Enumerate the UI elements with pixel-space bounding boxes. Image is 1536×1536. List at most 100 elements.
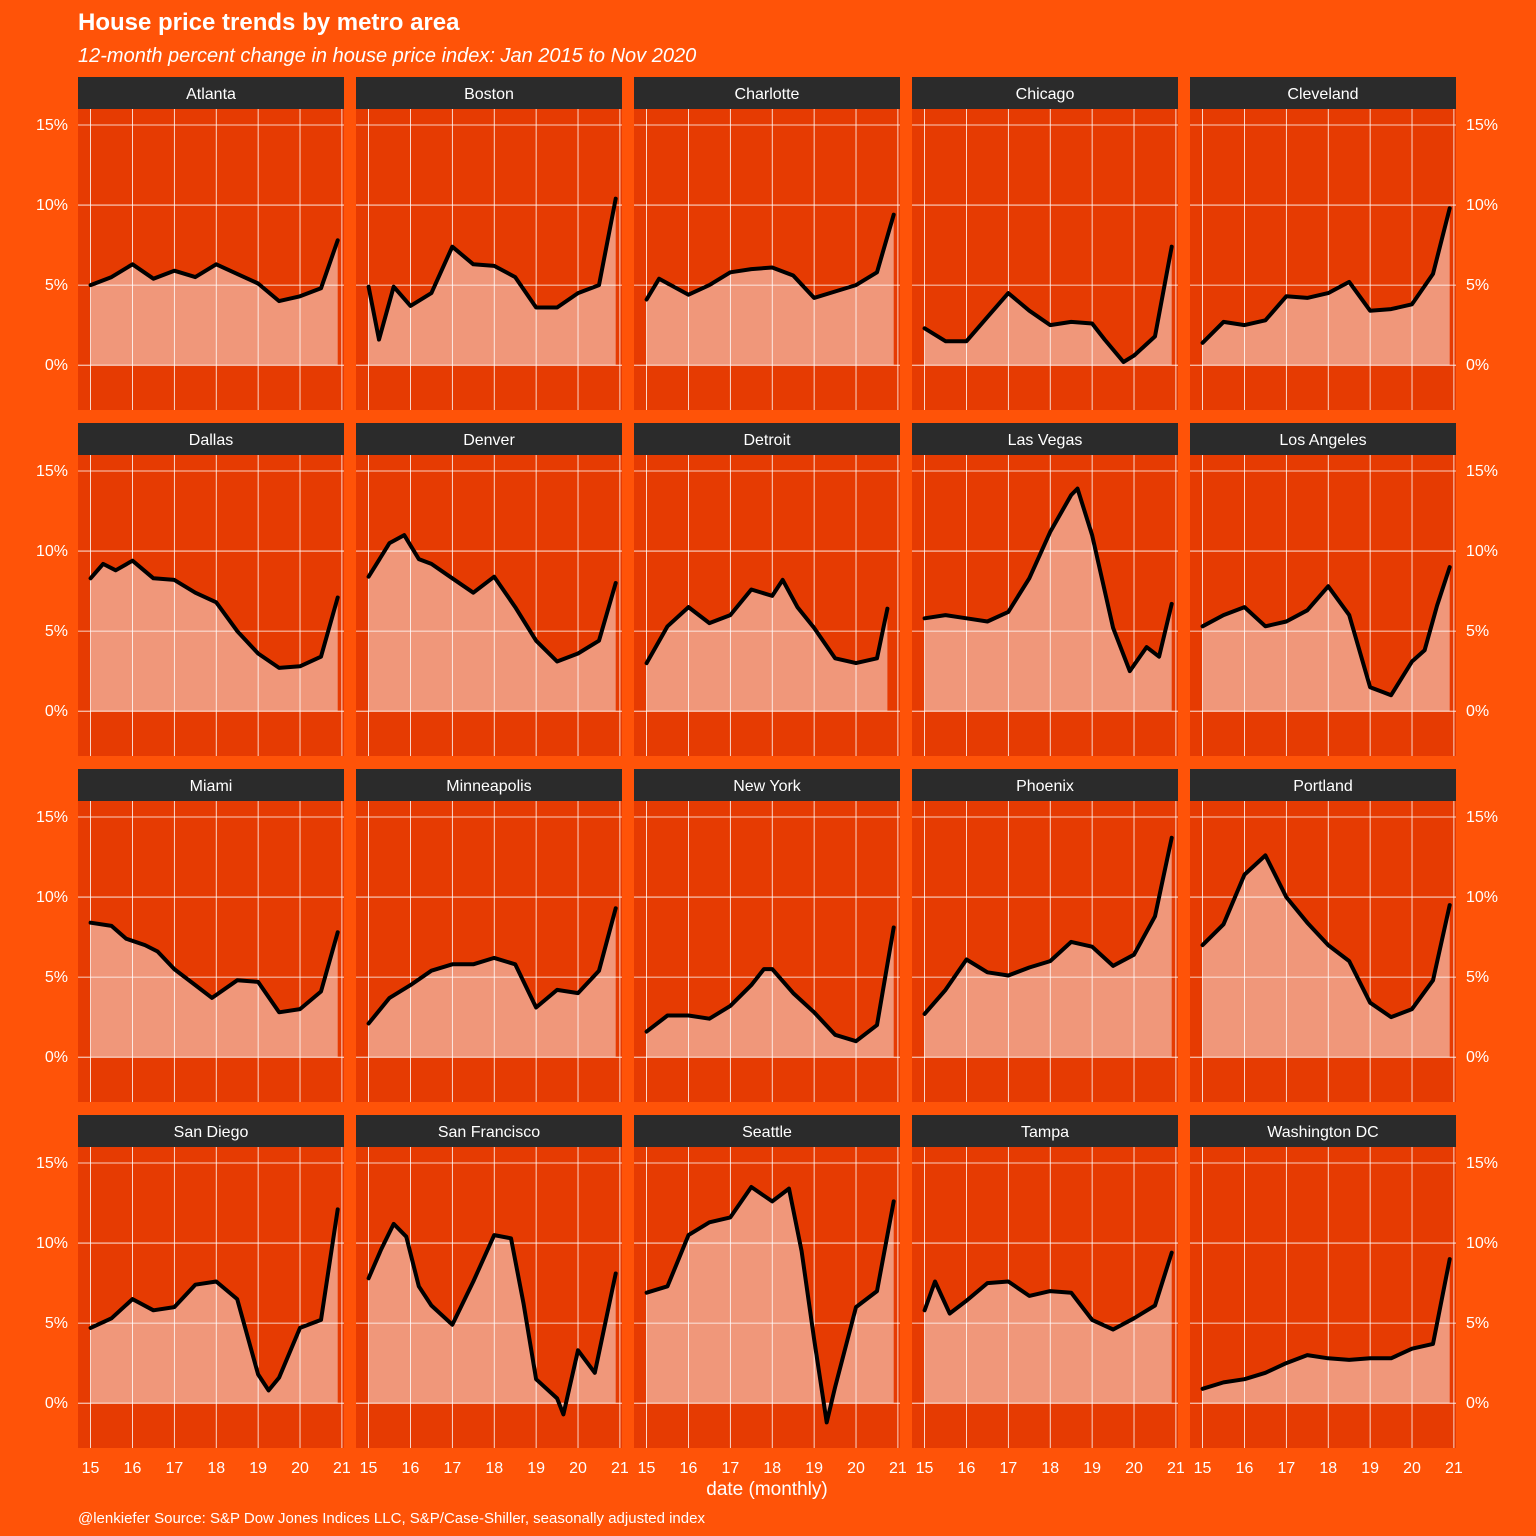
x-tick-label: 21 — [1445, 1460, 1463, 1477]
x-tick-label: 17 — [1277, 1460, 1295, 1477]
x-tick-label: 20 — [847, 1460, 865, 1477]
strip-minneapolis — [356, 769, 622, 801]
strip-san-diego — [78, 1115, 344, 1147]
panel-san-diego: San Diego 0% 5% 10% 15% 15 16 17 18 19 20 21 — [36, 1115, 351, 1477]
strip-miami — [78, 769, 344, 801]
series-line-charlotte — [644, 212, 896, 302]
x-tick-label: 17 — [721, 1460, 739, 1477]
panel-seattle: Seattle 15 16 17 18 19 20 21 — [634, 1115, 907, 1477]
strip-label: San Francisco — [438, 1124, 540, 1141]
x-tick-label: 16 — [402, 1460, 420, 1477]
y-tick-label: 15% — [1466, 809, 1498, 826]
y-tick-label: 10% — [1466, 543, 1498, 560]
area-fill — [368, 535, 616, 712]
x-tick-label: 20 — [1403, 1460, 1421, 1477]
strip-atlanta — [78, 77, 344, 109]
panel-cleveland: Cleveland 0% 5% 10% 15% — [1190, 77, 1498, 410]
strip-label: Charlotte — [735, 86, 800, 103]
y-tick-label: 15% — [1466, 463, 1498, 480]
panel-miami: Miami 0% 5% 10% 15% — [36, 769, 344, 1102]
y-tick-label: 5% — [1466, 623, 1489, 640]
area-fill — [368, 1223, 616, 1415]
x-tick-label: 18 — [207, 1460, 225, 1477]
area-fill — [90, 240, 338, 366]
strip-label: Tampa — [1021, 1124, 1069, 1141]
area-fill — [90, 922, 338, 1058]
y-tick-label: 15% — [1466, 1155, 1498, 1172]
y-tick-label: 15% — [36, 117, 68, 134]
strip-chicago — [912, 77, 1178, 109]
series-line-tampa — [922, 1250, 1174, 1332]
x-tick-label: 20 — [569, 1460, 587, 1477]
strip-label: Detroit — [743, 432, 791, 449]
panel-tampa: Tampa 15 16 17 18 19 20 21 — [912, 1115, 1185, 1477]
panel-dallas: Dallas 0% 5% 10% 15% — [36, 423, 344, 756]
strip-label: Atlanta — [186, 86, 236, 103]
x-tick-label: 15 — [916, 1460, 934, 1477]
y-tick-label: 5% — [1466, 277, 1489, 294]
y-tick-label: 10% — [1466, 197, 1498, 214]
series-line-miami — [88, 920, 340, 1015]
panel-portland: Portland 0% 5% 10% 15% — [1190, 769, 1498, 1102]
panel-atlanta: Atlanta 0% 5% 10% 15% — [36, 77, 344, 410]
series-line-new-york — [644, 925, 896, 1044]
y-tick-label: 0% — [1466, 703, 1489, 720]
x-tick-label: 16 — [1236, 1460, 1254, 1477]
series-line-cleveland — [1200, 206, 1452, 345]
y-tick-label: 0% — [45, 357, 68, 374]
strip-label: Phoenix — [1016, 778, 1074, 795]
panel-denver: Denver — [356, 423, 622, 756]
chart-subtitle: 12-month percent change in house price i… — [78, 45, 696, 67]
x-tick-label: 16 — [680, 1460, 698, 1477]
y-tick-label: 10% — [36, 1235, 68, 1252]
x-axis-label: date (monthly) — [706, 1479, 827, 1500]
series-line-atlanta — [88, 238, 340, 304]
y-tick-label: 10% — [36, 889, 68, 906]
strip-cleveland — [1190, 77, 1456, 109]
panel-san-francisco: San Francisco 15 16 17 18 19 20 21 — [356, 1115, 629, 1477]
area-fill — [924, 837, 1172, 1058]
x-tick-label: 18 — [1319, 1460, 1337, 1477]
area-fill — [368, 198, 616, 366]
series-line-las-vegas — [922, 486, 1174, 674]
x-tick-label: 16 — [958, 1460, 976, 1477]
y-tick-label: 15% — [36, 1155, 68, 1172]
strip-label: San Diego — [174, 1124, 249, 1141]
area-fill — [646, 1187, 894, 1423]
x-tick-label: 21 — [889, 1460, 907, 1477]
facet-panels: Atlanta 0% 5% 10% 15% Boston Charlotte Chicago C… — [36, 77, 1498, 1477]
x-tick-label: 19 — [1361, 1460, 1379, 1477]
area-fill — [924, 1252, 1172, 1404]
strip-boston — [356, 77, 622, 109]
y-tick-label: 5% — [45, 969, 68, 986]
panel-minneapolis: Minneapolis — [356, 769, 622, 1102]
strip-portland — [1190, 769, 1456, 801]
area-fill — [90, 1209, 338, 1404]
series-line-chicago — [922, 244, 1174, 364]
x-tick-label: 15 — [82, 1460, 100, 1477]
strip-washington-dc — [1190, 1115, 1456, 1147]
y-tick-label: 5% — [45, 623, 68, 640]
x-tick-label: 18 — [1041, 1460, 1059, 1477]
x-tick-label: 18 — [485, 1460, 503, 1477]
y-tick-label: 15% — [1466, 117, 1498, 134]
series-line-minneapolis — [366, 906, 618, 1026]
y-tick-label: 0% — [1466, 357, 1489, 374]
x-tick-label: 17 — [999, 1460, 1017, 1477]
y-tick-label: 0% — [1466, 1395, 1489, 1412]
panel-charlotte: Charlotte — [634, 77, 900, 410]
strip-charlotte — [634, 77, 900, 109]
panel-boston: Boston — [356, 77, 622, 410]
series-line-san-francisco — [366, 1221, 618, 1417]
strip-new-york — [634, 769, 900, 801]
area-fill — [924, 246, 1172, 366]
strip-label: Dallas — [189, 432, 233, 449]
y-tick-label: 10% — [1466, 1235, 1498, 1252]
strip-denver — [356, 423, 622, 455]
series-line-phoenix — [922, 835, 1174, 1016]
area-fill — [646, 579, 888, 712]
y-tick-label: 5% — [45, 277, 68, 294]
panel-los-angeles: Los Angeles 0% 5% 10% 15% — [1190, 423, 1498, 756]
series-line-detroit — [644, 577, 890, 666]
